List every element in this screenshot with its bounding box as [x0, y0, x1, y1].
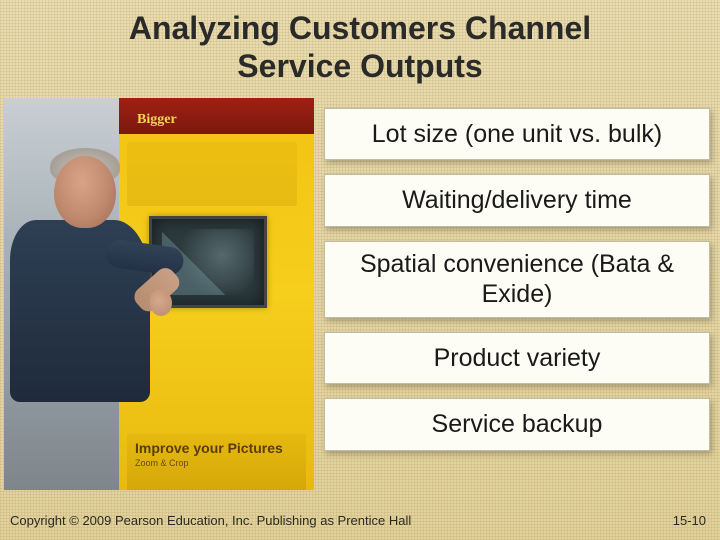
- title-area: Analyzing Customers Channel Service Outp…: [0, 0, 720, 94]
- copyright-text: Copyright © 2009 Pearson Education, Inc.…: [10, 513, 411, 528]
- page-number: 15-10: [673, 513, 706, 528]
- kiosk-header: Bigger: [119, 98, 314, 134]
- bullet-list: Lot size (one unit vs. bulk) Waiting/del…: [314, 94, 716, 540]
- title-line-1: Analyzing Customers Channel: [129, 10, 591, 46]
- bullet-item-3: Spatial convenience (Bata & Exide): [324, 241, 710, 318]
- footer: Copyright © 2009 Pearson Education, Inc.…: [10, 513, 706, 528]
- kiosk-header-text: Bigger: [137, 112, 177, 128]
- person-hand: [150, 290, 172, 316]
- bullet-item-4: Product variety: [324, 332, 710, 385]
- person-head: [54, 156, 116, 228]
- kiosk-lower-sub: Zoom & Crop: [135, 458, 298, 468]
- slide: Analyzing Customers Channel Service Outp…: [0, 0, 720, 540]
- title-line-2: Service Outputs: [237, 48, 482, 84]
- kiosk-photo: Bigger Improve your Pictures Zoom & Crop: [4, 98, 314, 490]
- bullet-item-1: Lot size (one unit vs. bulk): [324, 108, 710, 161]
- slide-title: Analyzing Customers Channel Service Outp…: [20, 10, 700, 86]
- kiosk-lower-title: Improve your Pictures: [135, 440, 283, 456]
- person: [4, 142, 159, 402]
- kiosk-lower-label: Improve your Pictures Zoom & Crop: [127, 434, 306, 490]
- bullet-item-5: Service backup: [324, 398, 710, 451]
- bullet-item-2: Waiting/delivery time: [324, 174, 710, 227]
- content-area: Bigger Improve your Pictures Zoom & Crop: [0, 94, 720, 540]
